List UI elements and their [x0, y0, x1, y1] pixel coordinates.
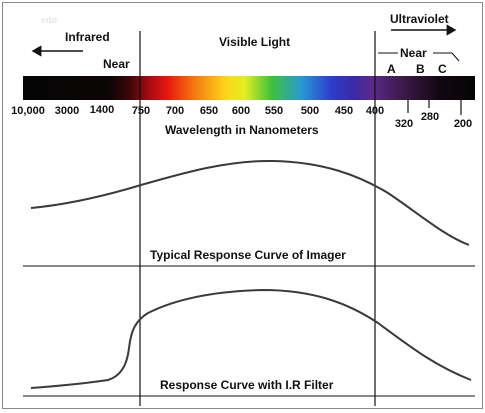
tick-label-1400: 1400: [90, 104, 114, 116]
band-a-label: A: [387, 62, 396, 76]
tick-label-280: 280: [421, 111, 439, 123]
near-uv-bracket-tick: [451, 52, 460, 62]
near-ir-label: Near: [103, 57, 130, 71]
spectrum-bar: [23, 76, 475, 100]
infrared-label: Infrared: [65, 30, 110, 44]
axis-title: Wavelength in Nanometers: [165, 123, 319, 137]
spectrum-diagram: edo Infrared Ultraviolet Visible Light N…: [2, 2, 483, 409]
watermark-text: edo: [41, 15, 58, 25]
response-curve-ir-filter: [30, 288, 472, 389]
tick-label-200: 200: [454, 118, 472, 130]
tick-label-3000: 3000: [55, 105, 79, 117]
near-uv-label: Near: [400, 46, 427, 60]
tick-label-500: 500: [301, 105, 319, 117]
diagram-canvas: edo Infrared Ultraviolet Visible Light N…: [11, 12, 475, 406]
tick-label-750: 750: [132, 105, 150, 117]
ultraviolet-label: Ultraviolet: [390, 12, 449, 26]
tick-label-450: 450: [335, 105, 353, 117]
band-c-label: C: [438, 62, 447, 76]
tick-label-10000: 10,000: [11, 105, 45, 117]
visible-light-label: Visible Light: [219, 35, 290, 49]
band-b-label: B: [416, 62, 425, 76]
tick-label-550: 550: [265, 105, 283, 117]
curve2-caption: Response Curve with I.R Filter: [160, 378, 334, 392]
tick-label-320: 320: [395, 118, 413, 130]
tick-label-700: 700: [166, 105, 184, 117]
response-curve-typical: [30, 159, 470, 246]
tick-label-400: 400: [366, 105, 384, 117]
tick-label-600: 600: [232, 105, 250, 117]
curve1-caption: Typical Response Curve of Imager: [150, 248, 346, 262]
tick-label-650: 650: [200, 105, 218, 117]
